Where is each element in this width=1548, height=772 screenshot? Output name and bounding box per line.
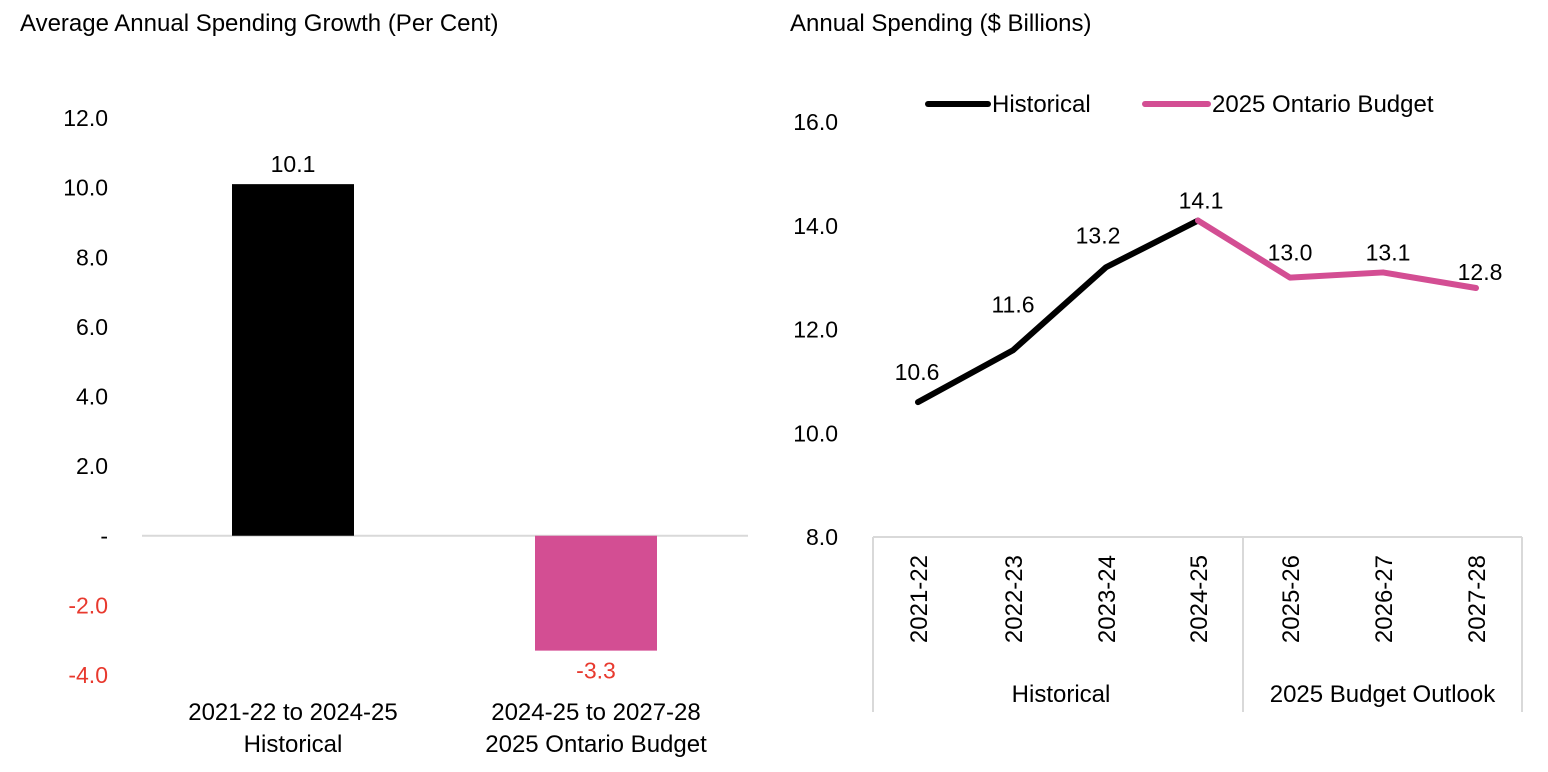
legend-label-historical: Historical <box>992 91 1091 118</box>
x-tick-label: 2025-26 <box>1278 555 1305 643</box>
x-category-label: 2025 Ontario Budget <box>485 731 707 758</box>
x-group-label: 2025 Budget Outlook <box>1270 681 1497 708</box>
y-tick-label: 10.0 <box>793 420 838 446</box>
x-category-label: Historical <box>244 731 343 758</box>
line-data-label: 10.6 <box>895 359 940 385</box>
x-tick-label: 2027-28 <box>1464 555 1491 643</box>
y-tick-label: 12.0 <box>63 105 108 131</box>
line-data-label: 14.1 <box>1179 188 1224 214</box>
x-category-label: 2024-25 to 2027-28 <box>491 699 701 726</box>
series-line-historical <box>915 217 1201 406</box>
y-tick-label: 10.0 <box>63 175 108 201</box>
line-data-label: 11.6 <box>991 291 1034 317</box>
y-tick-label: -2.0 <box>68 592 108 618</box>
bar-data-label: -3.3 <box>576 658 616 684</box>
left-chart-title: Average Annual Spending Growth (Per Cent… <box>20 10 499 37</box>
series-line-2025-ontario-budget <box>1195 217 1479 291</box>
x-group-label: Historical <box>1012 681 1111 708</box>
x-tick-label: 2026-27 <box>1371 555 1398 643</box>
x-tick-label: 2023-24 <box>1094 555 1121 643</box>
y-tick-label: 8.0 <box>76 244 108 270</box>
y-tick-label: 14.0 <box>793 213 838 239</box>
right-chart-title: Annual Spending ($ Billions) <box>790 10 1092 37</box>
line-data-label: 13.1 <box>1366 239 1411 265</box>
y-tick-label: -4.0 <box>68 662 108 688</box>
y-tick-label: 6.0 <box>76 314 108 340</box>
x-tick-label: 2021-22 <box>906 555 933 643</box>
x-category-label: 2021-22 to 2024-25 <box>188 699 398 726</box>
x-tick-label: 2022-23 <box>1001 555 1028 643</box>
bar <box>232 184 354 536</box>
bar-data-label: 10.1 <box>271 151 316 177</box>
y-tick-label: 12.0 <box>793 317 838 343</box>
y-tick-label: 16.0 <box>793 109 838 135</box>
y-tick-label: 4.0 <box>76 384 108 410</box>
y-tick-label: 2.0 <box>76 453 108 479</box>
line-data-label: 13.0 <box>1268 240 1313 266</box>
legend-label-budget: 2025 Ontario Budget <box>1212 91 1434 118</box>
line-data-label: 13.2 <box>1076 222 1121 248</box>
line-data-label: 12.8 <box>1458 259 1503 285</box>
bar <box>535 535 657 651</box>
x-tick-label: 2024-25 <box>1186 555 1213 643</box>
y-tick-label: - <box>100 523 108 549</box>
y-tick-label: 8.0 <box>806 524 838 550</box>
